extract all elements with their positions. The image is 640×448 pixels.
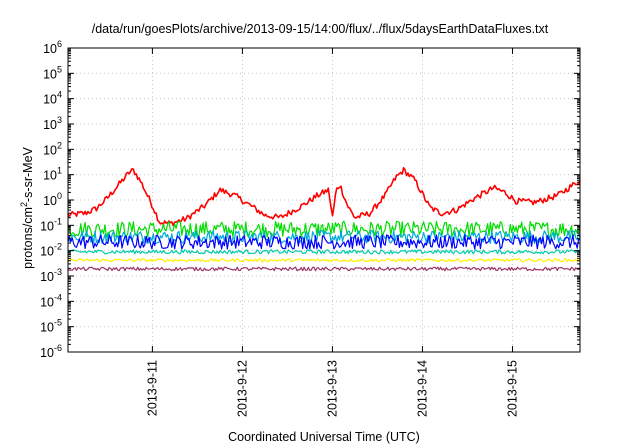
series-line	[67, 229, 581, 245]
y-tick-label: 10-6	[40, 343, 62, 360]
y-tick-label: 10-1	[40, 216, 62, 233]
x-tick-label: 2013-9-12	[235, 360, 249, 417]
series-line	[67, 249, 581, 255]
y-tick-label: 101	[43, 166, 62, 183]
x-axis-label: Coordinated Universal Time (UTC)	[228, 430, 420, 444]
y-tick-label: 102	[43, 140, 62, 157]
y-tick-label: 10-4	[40, 292, 62, 309]
x-tick-label: 2013-9-11	[145, 360, 159, 416]
series-line	[67, 167, 581, 227]
y-tick-label: 104	[43, 90, 62, 107]
series-line	[67, 258, 581, 263]
y-tick-label: 100	[43, 191, 62, 208]
y-tick-label: 103	[43, 115, 62, 132]
series-lines	[67, 167, 581, 272]
series-line	[67, 266, 581, 272]
chart-title: /data/run/goesPlots/archive/2013-09-15/1…	[91, 22, 549, 36]
y-tick-label: 10-3	[40, 267, 62, 284]
y-tick-label: 10-2	[40, 242, 62, 259]
series-line	[67, 234, 581, 250]
y-tick-label: 106	[43, 39, 62, 56]
x-tick-label: 2013-9-14	[415, 360, 429, 417]
y-tick-label: 105	[43, 64, 62, 81]
axis-ticks: 10-6 10-5 10-4 10-3 10-2 10-1 100 101 102 103 104 1…	[40, 39, 580, 417]
x-tick-label: 2013-9-15	[505, 360, 519, 417]
grid-lines	[68, 48, 580, 352]
x-tick-label: 2013-9-13	[325, 360, 339, 417]
y-tick-label: 10-5	[40, 318, 62, 335]
